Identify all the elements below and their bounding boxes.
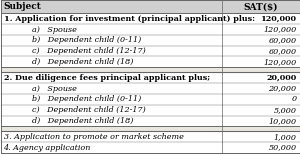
Text: 20,000: 20,000 xyxy=(268,85,296,93)
Bar xyxy=(1,142,299,153)
Text: c)   Dependent child (12-17): c) Dependent child (12-17) xyxy=(32,106,145,114)
Text: Subject: Subject xyxy=(4,2,41,11)
Bar xyxy=(1,0,299,13)
Text: b)   Dependent child (0-11): b) Dependent child (0-11) xyxy=(32,95,141,103)
Text: 1,000: 1,000 xyxy=(274,133,296,141)
Text: d)   Dependent child (18): d) Dependent child (18) xyxy=(32,117,133,125)
Text: 2. Due diligence fees principal applicant plus;: 2. Due diligence fees principal applican… xyxy=(4,74,210,82)
Text: 50,000: 50,000 xyxy=(268,144,296,152)
Bar xyxy=(1,67,299,72)
Text: 120,000: 120,000 xyxy=(260,15,296,23)
Text: 120,000: 120,000 xyxy=(263,26,296,33)
Bar xyxy=(1,0,222,155)
Bar xyxy=(1,131,299,142)
Text: 60,000: 60,000 xyxy=(268,36,296,44)
Text: 20,000: 20,000 xyxy=(266,74,296,82)
Bar xyxy=(1,72,299,83)
Text: 1. Application for investment (principal applicant) plus:: 1. Application for investment (principal… xyxy=(4,15,255,23)
Bar xyxy=(1,13,299,24)
Text: d)   Dependent child (18): d) Dependent child (18) xyxy=(32,58,133,66)
Bar xyxy=(1,46,299,56)
Text: 120,000: 120,000 xyxy=(263,58,296,66)
Text: b)   Dependent child (0-11): b) Dependent child (0-11) xyxy=(32,36,141,44)
Text: 4. Agency application: 4. Agency application xyxy=(4,144,91,152)
Text: 5,000: 5,000 xyxy=(274,106,296,114)
Text: 60,000: 60,000 xyxy=(268,47,296,55)
Bar xyxy=(1,105,299,115)
Bar xyxy=(1,115,299,126)
Text: 10,000: 10,000 xyxy=(268,117,296,125)
Text: 3. Application to promote or market scheme: 3. Application to promote or market sche… xyxy=(4,133,183,141)
Bar xyxy=(1,126,299,131)
Bar xyxy=(1,83,299,94)
Bar xyxy=(1,56,299,67)
Bar xyxy=(1,24,299,35)
Text: 0: 0 xyxy=(291,95,296,103)
Text: a)   Spouse: a) Spouse xyxy=(32,26,76,33)
Text: c)   Dependent child (12-17): c) Dependent child (12-17) xyxy=(32,47,145,55)
Text: SAT($): SAT($) xyxy=(244,2,278,11)
Text: a)   Spouse: a) Spouse xyxy=(32,85,76,93)
Bar xyxy=(1,35,299,46)
Bar xyxy=(1,94,299,105)
